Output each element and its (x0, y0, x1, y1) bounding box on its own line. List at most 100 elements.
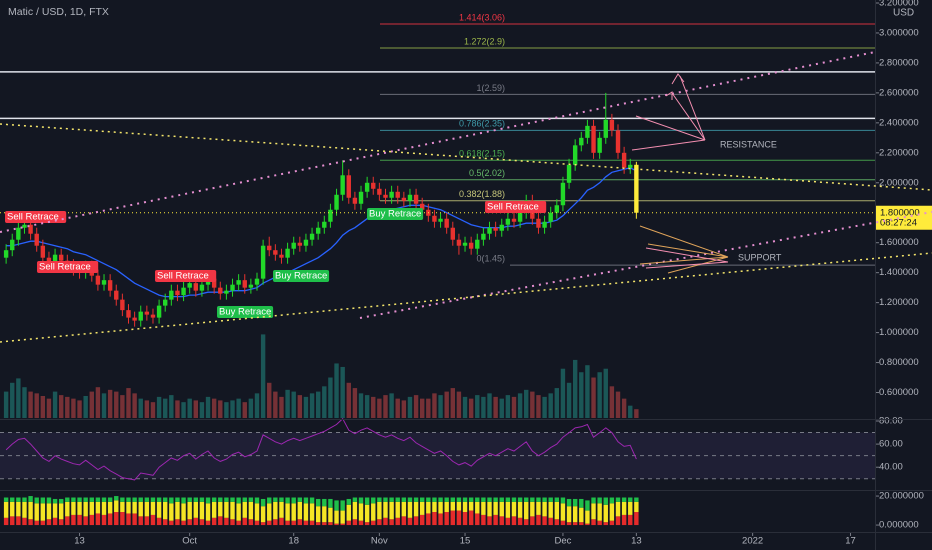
indicator-bar (524, 519, 529, 526)
candle-body (10, 239, 15, 251)
indicator-bar (273, 519, 278, 526)
indicator-bar (138, 501, 143, 517)
indicator-bar (322, 522, 327, 526)
volume-bar (615, 391, 621, 418)
x-tick-label: Oct (182, 536, 197, 547)
indicator-bar (475, 513, 480, 526)
candle-body (46, 257, 52, 264)
indicator-bar (22, 501, 27, 518)
volume-bar (493, 396, 498, 418)
indicator-bar (71, 514, 76, 526)
candle-body (199, 284, 205, 291)
candle-body (413, 194, 419, 204)
signal-label: Sell Retrace (39, 262, 91, 273)
indicator-bar (468, 501, 474, 511)
indicator-bar (205, 497, 211, 504)
indicator-bar (120, 497, 125, 502)
volume-bar (621, 398, 627, 418)
candle-body (395, 191, 400, 198)
indicator-bar (242, 501, 247, 518)
indicator-bar (377, 501, 382, 520)
indicator-bar (377, 519, 382, 526)
candle-body (273, 250, 278, 255)
indicator-bar (230, 519, 235, 526)
y-tick-label: 1.400000 (879, 267, 919, 278)
candle-body (340, 175, 345, 195)
indicator-bar (542, 497, 547, 502)
candle-body (303, 239, 309, 246)
indicator-bar (205, 503, 211, 521)
candle-body (28, 224, 33, 234)
candle-body (236, 280, 241, 285)
indicator-bar (114, 512, 119, 526)
indicator-bar (114, 496, 119, 501)
indicator-bar (444, 512, 449, 526)
volume-bar (420, 398, 425, 418)
indicator-bar (603, 522, 608, 526)
indicator-bar (371, 497, 376, 504)
indicator-bar (487, 497, 492, 502)
x-tick-label: Dec (554, 536, 571, 547)
signal-box (217, 306, 274, 318)
indicator-bar (34, 503, 39, 521)
indicator-bar (401, 516, 407, 526)
candle-body (101, 280, 107, 285)
volume-bar (138, 398, 143, 418)
candle-body (407, 194, 413, 201)
moving-average (6, 167, 637, 298)
candle-body (432, 215, 437, 222)
indicator-bar (309, 503, 315, 521)
indicator-bar (475, 497, 480, 502)
indicator-bar (28, 519, 33, 526)
indicator-bar (71, 501, 76, 515)
indicator-bar (585, 510, 590, 524)
rsi-line (5, 417, 637, 481)
indicator-bar (40, 520, 46, 526)
indicator-bar (487, 501, 492, 517)
signal-label: Sell Retrace (487, 202, 539, 213)
indicator-bar (236, 520, 241, 526)
indicator-bar (77, 497, 82, 502)
volume-bar (560, 368, 566, 418)
indicator-bar (383, 501, 388, 518)
candle-body (175, 290, 180, 296)
axis-unit: USD (893, 8, 914, 19)
candle-body (144, 311, 150, 315)
candle-body (364, 182, 370, 192)
indicator-bar (389, 519, 394, 526)
indicator-bar (3, 517, 9, 526)
y-tick-label: 2.600000 (879, 87, 919, 98)
indicator-bar (58, 503, 64, 520)
indicator-bar (193, 517, 199, 526)
indicator-bar (450, 497, 455, 502)
indicator-bar (377, 497, 382, 502)
indicator-bar (107, 497, 113, 502)
signal-box (273, 270, 330, 282)
indicator-bar (413, 501, 419, 517)
indicator-bar (126, 497, 131, 502)
candle-body (150, 314, 156, 318)
indicator-bar (224, 517, 229, 526)
volume-bar (107, 389, 113, 418)
indicator-bar (450, 501, 455, 511)
volume-bar (554, 388, 560, 418)
candle-body (260, 245, 266, 279)
indicator-bar (420, 501, 425, 515)
indicator-bar (211, 517, 217, 526)
volume-bar (364, 395, 370, 418)
indicator-tick-label: 20.000000 (879, 491, 924, 502)
indicator-bar (591, 503, 596, 520)
countdown: 08:27:24 (880, 217, 917, 228)
indicator-bar (114, 500, 119, 513)
indicator-bar (169, 520, 174, 526)
indicator-bar (169, 503, 174, 521)
indicator-bar (309, 520, 315, 526)
indicator-bar (462, 512, 468, 526)
indicator-bar (566, 498, 572, 507)
candle-body (444, 218, 449, 228)
indicator-bar (248, 519, 254, 526)
x-tick-label: 17 (845, 536, 856, 547)
indicator-bar (248, 497, 254, 502)
volume-bar (352, 388, 358, 418)
indicator-bar (420, 514, 425, 526)
